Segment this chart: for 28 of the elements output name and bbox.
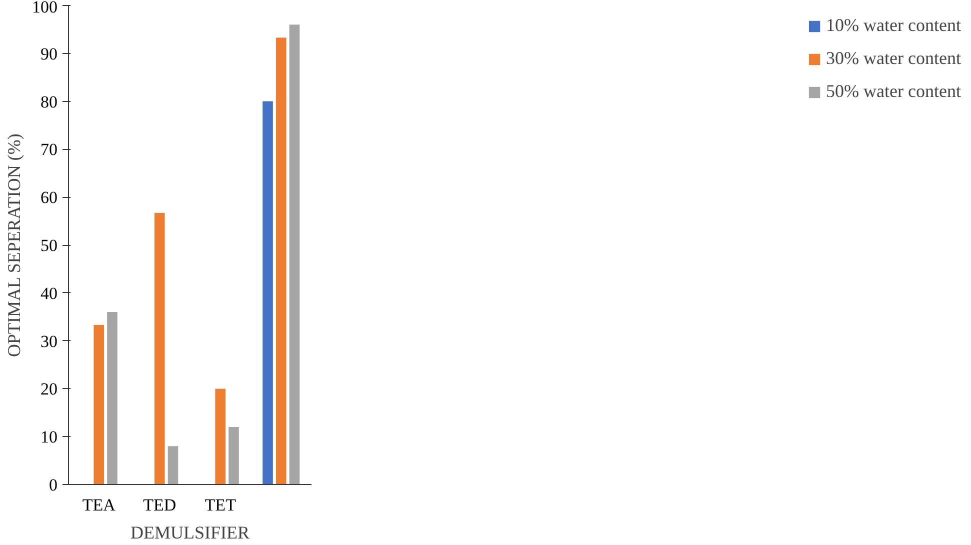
y-tick-label: 60	[40, 188, 58, 208]
y-tick-label: 80	[40, 92, 58, 112]
legend-label: 10% water content	[826, 15, 961, 36]
bar	[262, 101, 273, 484]
legend-label: 30% water content	[826, 48, 961, 69]
y-tick-label: 0	[49, 476, 58, 494]
bar	[289, 24, 300, 484]
legend-label: 50% water content	[826, 81, 961, 102]
bar	[215, 388, 226, 484]
bar	[107, 312, 118, 484]
x-axis-title: DEMULSIFIER	[130, 522, 250, 542]
y-tick-label: 40	[40, 284, 58, 303]
x-tick-label: TED	[143, 496, 176, 514]
y-tick-label: 20	[40, 380, 58, 399]
y-tick-label: 30	[40, 332, 58, 351]
bar	[168, 446, 178, 484]
y-axis-title: OPTIMAL SEPERATION (%)	[4, 134, 24, 357]
y-tick-label: 50	[40, 236, 58, 255]
y-tick-label: 70	[40, 140, 58, 160]
bar	[228, 427, 239, 484]
bar	[154, 212, 165, 484]
y-tick-label: 100	[32, 0, 58, 16]
y-tick-label: 10	[40, 428, 58, 447]
x-tick-label: TEA	[82, 496, 116, 514]
y-tick-label: 90	[40, 44, 58, 64]
x-tick-label: TET	[204, 496, 237, 514]
bar	[276, 38, 286, 484]
bar	[94, 324, 104, 484]
